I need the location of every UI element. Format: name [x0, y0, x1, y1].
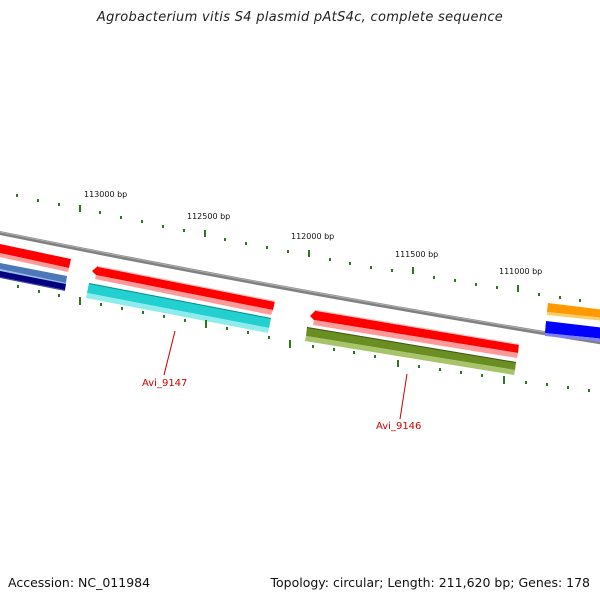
accession-text: Accession: NC_011984 — [8, 575, 151, 590]
tick-label: 113000 bp — [84, 190, 127, 199]
gene-orange-right-edge[interactable] — [547, 303, 600, 321]
gene-label-avi-9146[interactable]: Avi_9146 — [376, 421, 421, 432]
tick-label: 112000 bp — [291, 232, 334, 241]
backbone-highlight — [0, 231, 600, 342]
gene-avi-9147-upper[interactable] — [92, 266, 275, 315]
backbone-line — [0, 230, 600, 345]
tick-label: 112500 bp — [187, 212, 230, 221]
label-leader-avi-9147 — [163, 330, 176, 376]
inner-minor-ticks — [17, 285, 590, 392]
gene-label-avi-9147[interactable]: Avi_9147 — [142, 378, 187, 389]
gene-avi-9146-olive[interactable] — [305, 327, 516, 375]
map-title: Agrobacterium vitis S4 plasmid pAtS4c, c… — [96, 10, 504, 25]
gene-avi-9147-cyan[interactable] — [86, 283, 271, 333]
gene-navy-left-edge[interactable] — [0, 270, 66, 291]
tick-label: 111000 bp — [499, 267, 542, 276]
gene-red-left-edge[interactable] — [0, 243, 71, 272]
tick-label: 111500 bp — [395, 250, 438, 259]
label-leader-avi-9146 — [399, 373, 408, 420]
gene-blue-right-edge[interactable] — [545, 321, 600, 342]
outer-minor-ticks — [16, 194, 581, 302]
gene-avi-9146-upper[interactable] — [310, 310, 519, 358]
summary-text: Topology: circular; Length: 211,620 bp; … — [270, 575, 591, 590]
